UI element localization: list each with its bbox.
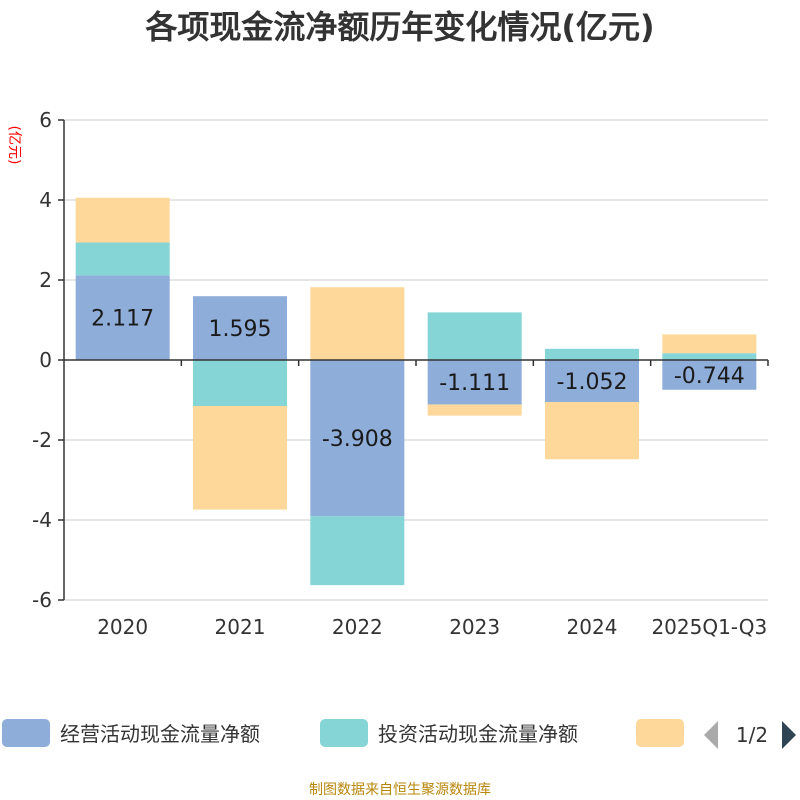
bar-segment[interactable] (193, 406, 287, 510)
legend-item-investing[interactable]: 投资活动现金流量净额 (320, 719, 578, 747)
legend-item-financing[interactable] (636, 719, 684, 747)
x-tick-label: 2023 (449, 615, 500, 639)
y-tick-label: 2 (39, 268, 52, 292)
x-tick-label: 2025Q1-Q3 (651, 615, 767, 639)
bar-segment[interactable] (545, 402, 639, 460)
legend: 经营活动现金流量净额 投资活动现金流量净额 1/2 (2, 719, 796, 749)
legend-swatch-financing (636, 719, 684, 747)
data-label: -0.744 (674, 364, 745, 389)
y-tick-label: 0 (39, 348, 52, 372)
x-tick-label: 2021 (215, 615, 266, 639)
bar-segment[interactable] (662, 353, 757, 360)
x-tick-label: 2024 (567, 615, 618, 639)
axes (58, 119, 769, 601)
bar-segment[interactable] (662, 334, 757, 354)
bar-segment[interactable] (427, 312, 522, 360)
bar-segment[interactable] (75, 242, 170, 276)
tick-labels: -6 -4 -2 0 2 4 6 2020 2021 2022 2023 2024 2025Q1-Q3 (32, 108, 767, 639)
x-tick-label: 2022 (332, 615, 383, 639)
data-label: -3.908 (322, 427, 393, 452)
legend-swatch-investing (320, 719, 368, 747)
data-labels: 2.117 1.595 -3.908 -1.111 -1.052 -0.744 (91, 307, 745, 453)
y-tick-label: 6 (39, 108, 52, 132)
y-tick-label: -2 (32, 428, 52, 452)
legend-label-investing: 投资活动现金流量净额 (378, 722, 578, 746)
chart-title: 各项现金流净额历年变化情况(亿元) (145, 8, 654, 46)
legend-label-operating: 经营活动现金流量净额 (60, 722, 260, 746)
data-label: -1.111 (439, 371, 510, 396)
bar-segment[interactable] (427, 360, 522, 405)
source-note: 制图数据来自恒生聚源数据库 (309, 782, 491, 798)
legend-item-operating[interactable]: 经营活动现金流量净额 (2, 719, 260, 747)
y-tick-label: -4 (32, 508, 52, 532)
bar-segment[interactable] (310, 516, 405, 586)
y-tick-label: 4 (39, 188, 52, 212)
grid-lines (64, 119, 768, 601)
y-tick-label: -6 (32, 588, 52, 612)
bar-segment[interactable] (545, 360, 639, 403)
bars (75, 197, 757, 586)
bar-segment[interactable] (75, 275, 170, 360)
legend-swatch-operating (2, 719, 50, 747)
legend-next-icon[interactable] (782, 721, 796, 749)
bar-segment[interactable] (193, 296, 287, 360)
data-label: 1.595 (209, 317, 272, 342)
bar-segment[interactable] (545, 348, 639, 360)
data-label: -1.052 (557, 370, 628, 395)
y-axis-label: (亿元) (6, 126, 22, 165)
x-tick-label: 2020 (97, 615, 148, 639)
bar-segment[interactable] (662, 360, 757, 390)
bar-segment[interactable] (427, 404, 522, 416)
data-label: 2.117 (91, 307, 154, 332)
bar-segment[interactable] (75, 197, 170, 243)
legend-page-indicator: 1/2 (736, 723, 768, 747)
legend-prev-icon[interactable] (704, 721, 718, 749)
bar-segment[interactable] (310, 287, 405, 360)
bar-segment[interactable] (193, 360, 287, 406)
bar-segment[interactable] (310, 360, 405, 517)
